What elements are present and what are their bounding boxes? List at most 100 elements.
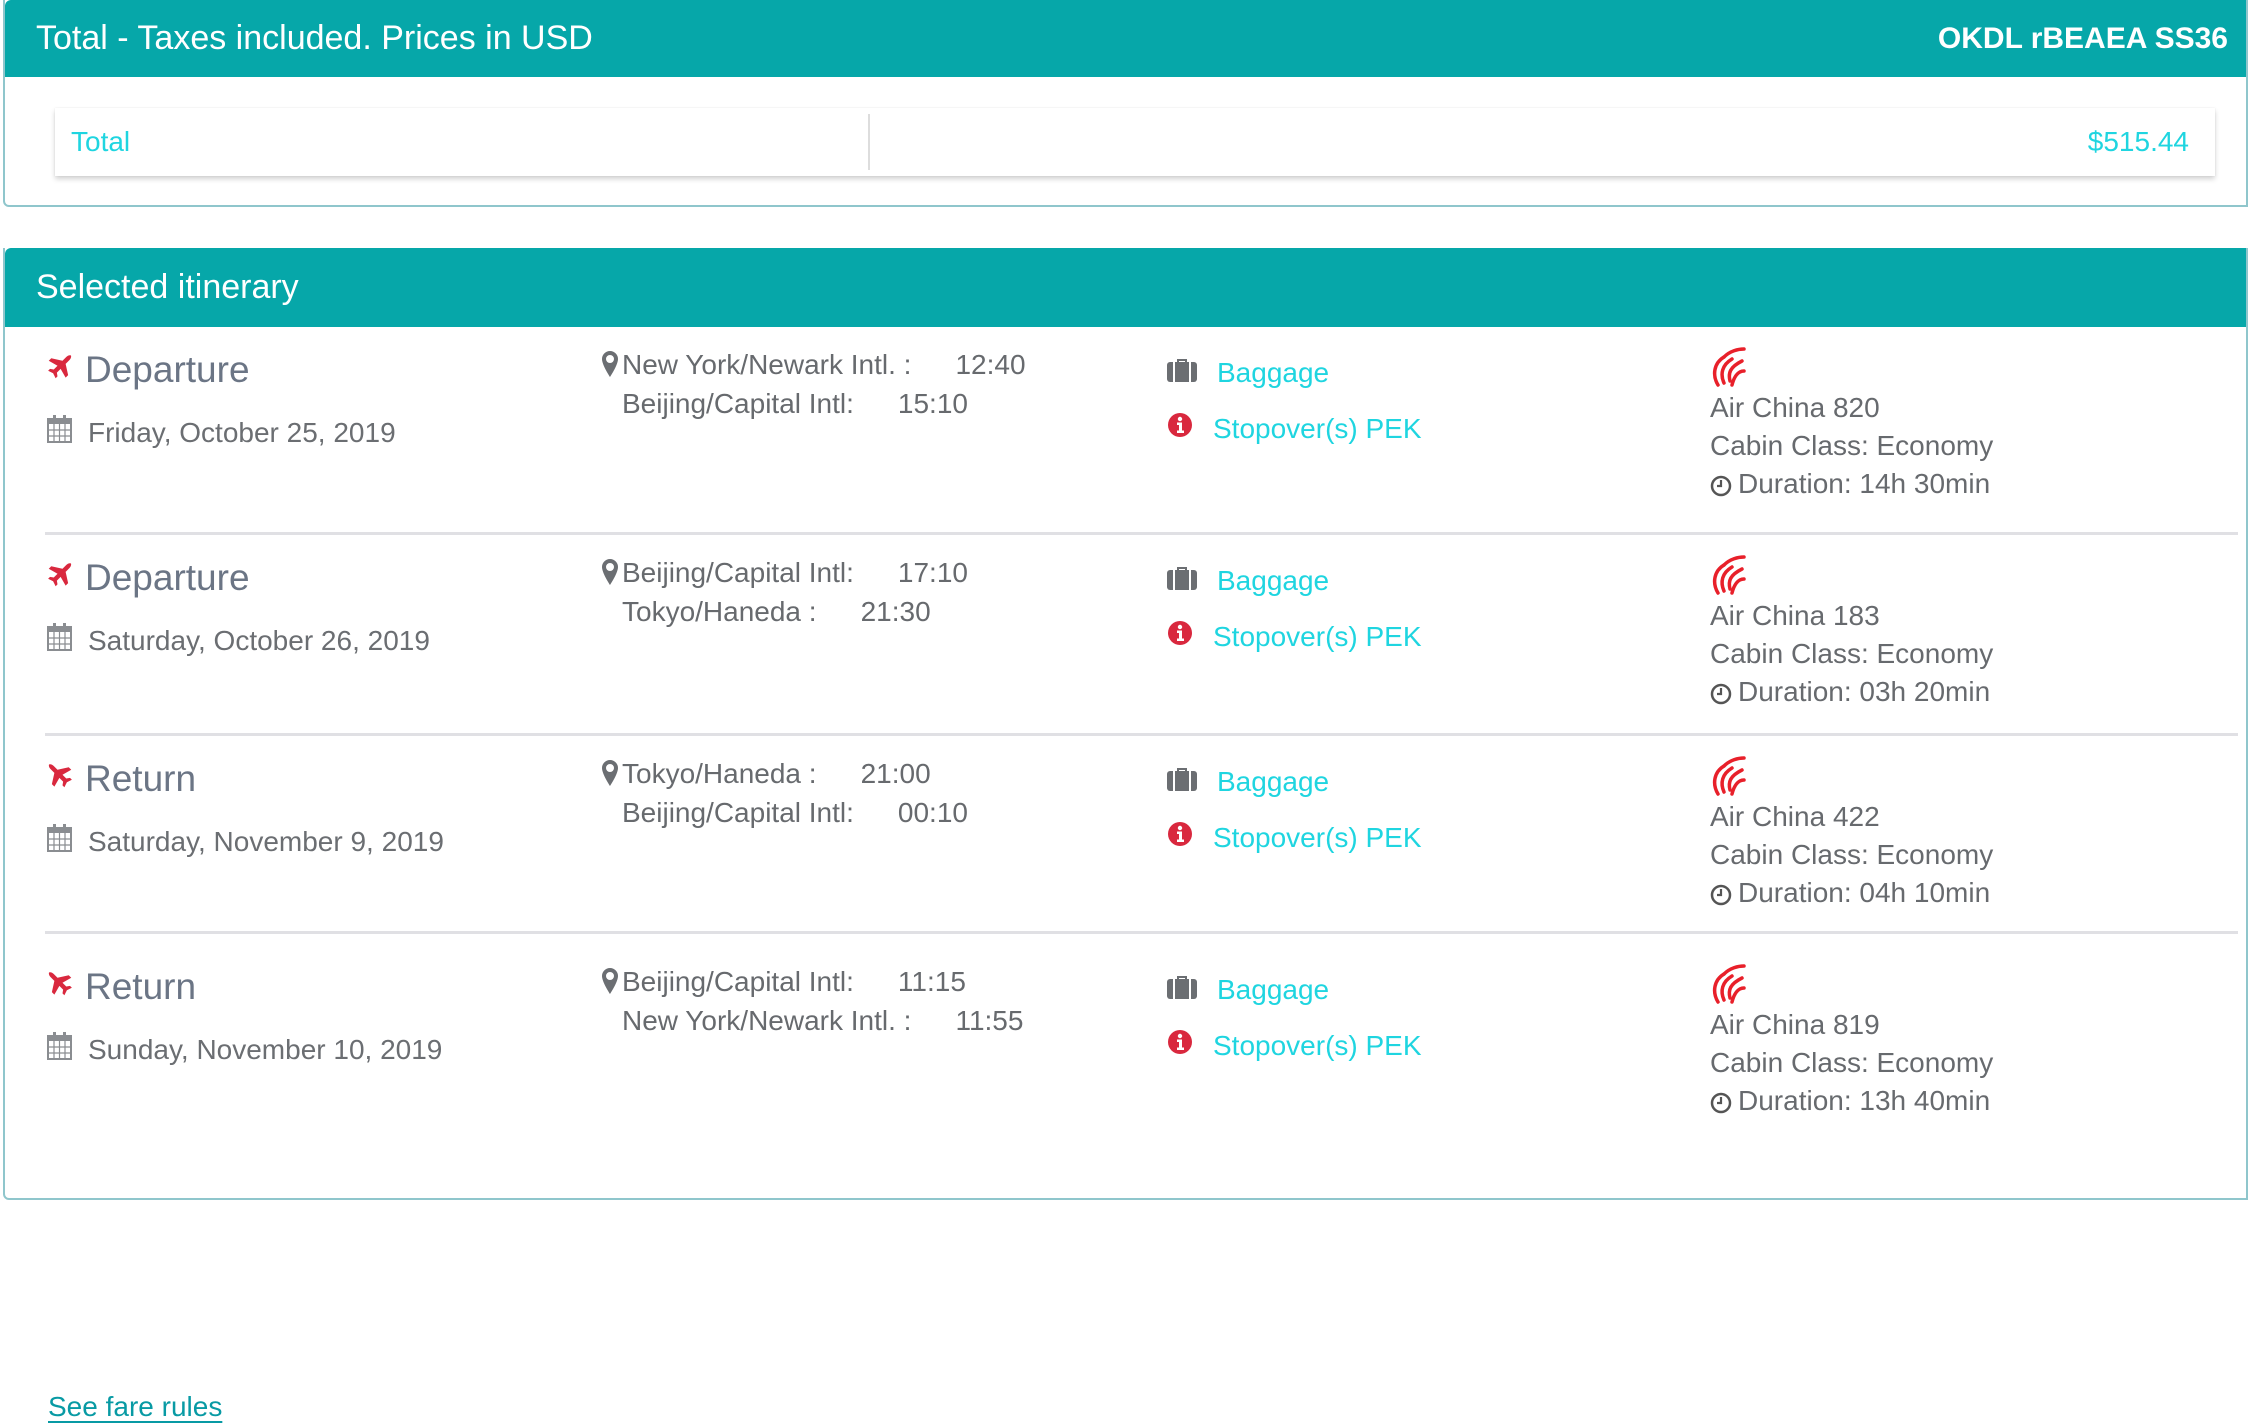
- itinerary-segment: Departure Friday, October 25, 2019 New Y…: [45, 327, 2238, 535]
- air-china-logo: [1710, 756, 1752, 799]
- segment-type: Departure: [85, 557, 250, 598]
- info-circle-icon: [1167, 620, 1213, 653]
- air-china-logo: [1710, 555, 1752, 598]
- cabin-class: Cabin Class: Economy: [1710, 430, 1994, 461]
- info-circle-icon: [1167, 412, 1213, 445]
- origin: New York/Newark Intl. : 12:40: [602, 349, 1026, 381]
- air-china-logo: [1710, 347, 1752, 390]
- plane-return-icon: [45, 966, 85, 1008]
- clock-icon: [1710, 1085, 1738, 1116]
- stopover-label[interactable]: Stopover(s) PEK: [1213, 1029, 1422, 1061]
- duration: Duration: 13h 40min: [1710, 1085, 1990, 1117]
- itinerary-title: Selected itinerary: [36, 268, 299, 306]
- clock-icon: [1710, 877, 1738, 908]
- stopover-link[interactable]: Stopover(s) PEK: [1167, 412, 1422, 445]
- stopover-label[interactable]: Stopover(s) PEK: [1213, 620, 1422, 652]
- stopover-link[interactable]: Stopover(s) PEK: [1167, 1029, 1422, 1062]
- suitcase-icon: [1167, 973, 1217, 1006]
- itinerary-card: Selected itinerary Departure Friday, Oct…: [3, 248, 2248, 1422]
- origin-airport: Beijing/Capital Intl:: [622, 557, 854, 588]
- itinerary-segment: Departure Saturday, October 26, 2019 Bei…: [45, 535, 2238, 736]
- destination: Tokyo/Haneda : 21:30: [622, 596, 931, 628]
- price-summary-title: Total - Taxes included. Prices in USD: [36, 19, 593, 57]
- destination-airport: New York/Newark Intl. :: [622, 1005, 912, 1036]
- baggage-label[interactable]: Baggage: [1217, 973, 1330, 1005]
- baggage-label[interactable]: Baggage: [1217, 765, 1330, 797]
- price-summary-card: Total - Taxes included. Prices in USD OK…: [3, 0, 2248, 207]
- segment-title: Departure: [45, 557, 250, 599]
- map-marker-icon: [602, 557, 622, 588]
- destination-airport: Tokyo/Haneda :: [622, 596, 817, 627]
- itinerary-segment: Return Sunday, November 10, 2019 Beijing…: [45, 934, 2238, 1144]
- stopover-label[interactable]: Stopover(s) PEK: [1213, 821, 1422, 853]
- itinerary-segment: Return Saturday, November 9, 2019 Tokyo/…: [45, 736, 2238, 934]
- segment-date: Sunday, November 10, 2019: [47, 1032, 442, 1067]
- segment-date: Friday, October 25, 2019: [47, 415, 396, 450]
- segment-type: Return: [85, 758, 197, 799]
- origin-time: 12:40: [955, 349, 1026, 380]
- date-text: Friday, October 25, 2019: [88, 416, 396, 448]
- baggage-link[interactable]: Baggage: [1167, 973, 1329, 1006]
- duration: Duration: 04h 10min: [1710, 877, 1990, 909]
- destination-time: 15:10: [897, 388, 968, 419]
- flight-number: Air China 819: [1710, 1009, 1880, 1040]
- plane-departure-icon: [45, 349, 85, 391]
- duration-text: Duration: 14h 30min: [1738, 468, 1991, 499]
- map-marker-icon: [602, 349, 622, 380]
- baggage-link[interactable]: Baggage: [1167, 564, 1329, 597]
- suitcase-icon: [1167, 564, 1217, 597]
- total-amount: $515.44: [2087, 126, 2189, 157]
- origin-airport: Tokyo/Haneda :: [622, 758, 817, 789]
- total-label: Total: [55, 114, 870, 170]
- duration-text: Duration: 04h 10min: [1738, 877, 1991, 908]
- duration-text: Duration: 03h 20min: [1738, 676, 1991, 707]
- origin-airport: New York/Newark Intl. :: [622, 349, 912, 380]
- duration: Duration: 14h 30min: [1710, 468, 1990, 500]
- origin-airport: Beijing/Capital Intl:: [622, 966, 854, 997]
- price-summary-header: Total - Taxes included. Prices in USD OK…: [5, 0, 2246, 77]
- destination-airport: Beijing/Capital Intl:: [622, 797, 854, 828]
- duration: Duration: 03h 20min: [1710, 676, 1990, 708]
- booking-reference: OKDL rBEAEA SS36: [1937, 21, 2228, 55]
- segment-type: Departure: [85, 349, 250, 390]
- cabin-class: Cabin Class: Economy: [1710, 839, 1994, 870]
- info-circle-icon: [1167, 821, 1213, 854]
- clock-icon: [1710, 676, 1738, 707]
- segment-date: Saturday, November 9, 2019: [47, 824, 444, 859]
- segment-title: Return: [45, 966, 196, 1008]
- cabin-class: Cabin Class: Economy: [1710, 1047, 1994, 1078]
- stopover-link[interactable]: Stopover(s) PEK: [1167, 821, 1422, 854]
- itinerary-header: Selected itinerary: [5, 248, 2246, 327]
- date-text: Saturday, October 26, 2019: [88, 624, 430, 656]
- flight-number: Air China 183: [1710, 600, 1880, 631]
- origin: Beijing/Capital Intl: 17:10: [602, 557, 968, 589]
- segment-title: Return: [45, 758, 196, 800]
- cabin-class: Cabin Class: Economy: [1710, 638, 1994, 669]
- origin-time: 17:10: [897, 557, 968, 588]
- calendar-icon: [47, 623, 88, 658]
- calendar-icon: [47, 415, 88, 450]
- plane-departure-icon: [45, 557, 85, 599]
- flight-number: Air China 422: [1710, 801, 1880, 832]
- date-text: Saturday, November 9, 2019: [88, 825, 444, 857]
- destination-time: 11:55: [955, 1005, 1024, 1036]
- stopover-label[interactable]: Stopover(s) PEK: [1213, 412, 1422, 444]
- date-text: Sunday, November 10, 2019: [88, 1033, 443, 1065]
- flight-number: Air China 820: [1710, 392, 1880, 423]
- baggage-label[interactable]: Baggage: [1217, 564, 1330, 596]
- baggage-link[interactable]: Baggage: [1167, 356, 1329, 389]
- map-marker-icon: [602, 966, 622, 997]
- destination-time: 21:30: [860, 596, 931, 627]
- see-fare-rules-link[interactable]: See fare rules: [48, 1391, 223, 1422]
- baggage-label[interactable]: Baggage: [1217, 356, 1330, 388]
- total-row: Total $515.44: [55, 108, 2215, 176]
- baggage-link[interactable]: Baggage: [1167, 765, 1329, 798]
- stopover-link[interactable]: Stopover(s) PEK: [1167, 620, 1422, 653]
- destination-airport: Beijing/Capital Intl:: [622, 388, 854, 419]
- destination: New York/Newark Intl. : 11:55: [622, 1005, 1023, 1037]
- segment-type: Return: [85, 966, 197, 1007]
- calendar-icon: [47, 1032, 88, 1067]
- origin: Tokyo/Haneda : 21:00: [602, 758, 931, 790]
- clock-icon: [1710, 468, 1738, 499]
- segment-date: Saturday, October 26, 2019: [47, 623, 430, 658]
